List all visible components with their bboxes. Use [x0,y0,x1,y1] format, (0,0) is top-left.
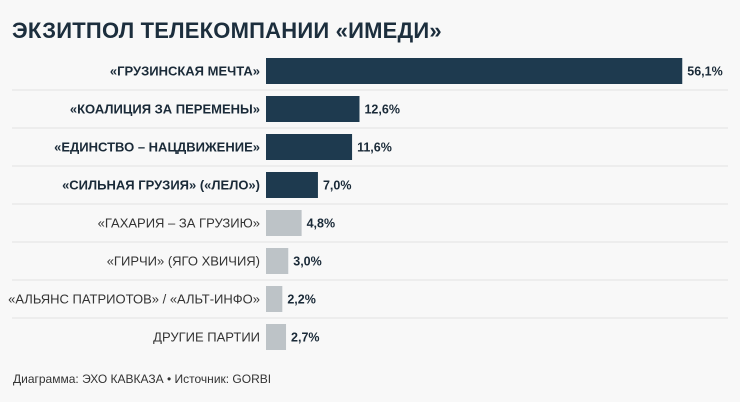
chart-title: ЭКЗИТПОЛ ТЕЛЕКОМПАНИИ «ИМЕДИ» [12,18,442,43]
bar [266,248,289,274]
bar [266,134,353,160]
value-label: 11,6% [357,141,392,155]
category-label: «АЛЬЯНС ПАТРИОТОВ» / «АЛЬТ-ИНФО» [8,292,260,307]
bar [266,172,318,198]
category-label: «ГИРЧИ» (ЯГО ХВИЧИЯ) [107,254,260,269]
bar [266,210,302,236]
value-label: 12,6% [364,103,399,117]
chart-footer: Диаграмма: ЭХО КАВКАЗА • Источник: GORBI [13,372,272,386]
category-label: ДРУГИЕ ПАРТИИ [153,330,260,345]
category-label: «ЕДИНСТВО – НАЦДВИЖЕНИЕ» [54,140,260,155]
category-label: «ГРУЗИНСКАЯ МЕЧТА» [110,64,260,79]
value-label: 4,8% [307,217,336,231]
chart-card: ЭКЗИТПОЛ ТЕЛЕКОМПАНИИ «ИМЕДИ» «ГРУЗИНСКА… [8,18,728,386]
category-label: «ГАХАРИЯ – ЗА ГРУЗИЮ» [98,216,260,231]
bar [266,96,360,122]
value-label: 2,7% [291,331,320,345]
category-label: «КОАЛИЦИЯ ЗА ПЕРЕМЕНЫ» [70,102,260,117]
bar [266,286,283,312]
bar [266,324,287,350]
bar-chart: «ГРУЗИНСКАЯ МЕЧТА» 56,1% «КОАЛИЦИЯ ЗА ПЕРЕ… [8,58,728,350]
value-label: 3,0% [293,255,322,269]
value-label: 56,1% [687,65,722,79]
bar [266,58,683,84]
value-label: 2,2% [287,293,316,307]
category-label: «СИЛЬНАЯ ГРУЗИЯ» («ЛЕЛО») [62,178,260,193]
value-label: 7,0% [323,179,352,193]
